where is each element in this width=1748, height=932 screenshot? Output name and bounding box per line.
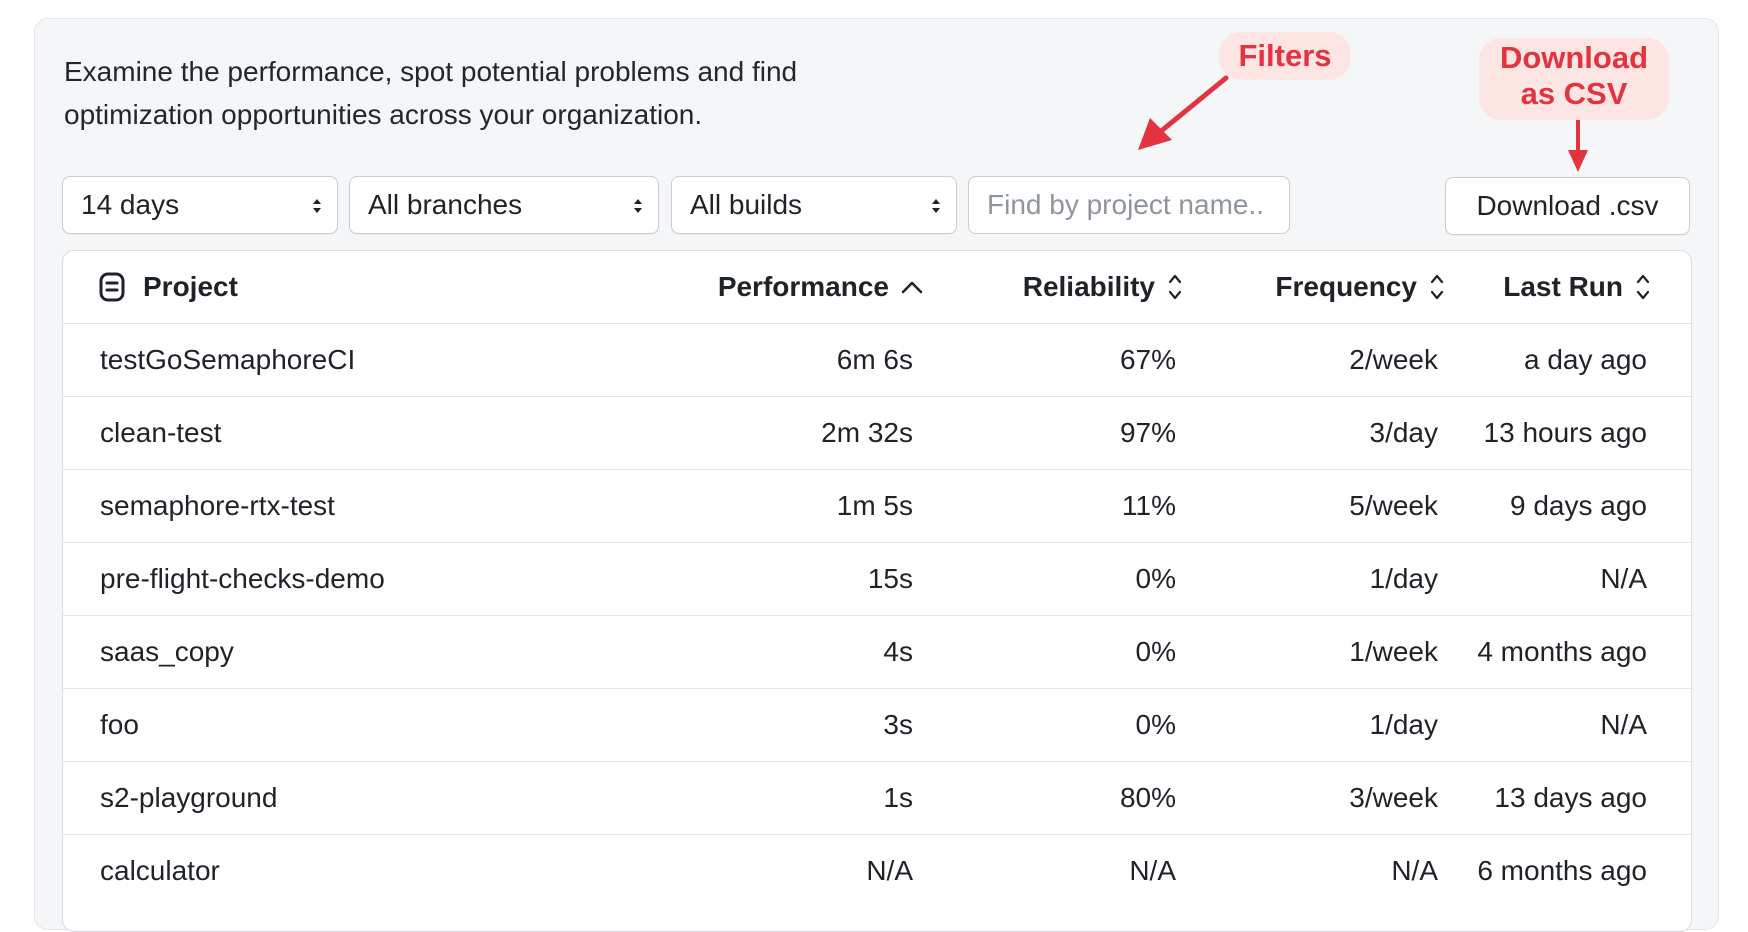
branches-select[interactable]: All branches bbox=[349, 176, 659, 234]
project-list-icon bbox=[99, 272, 125, 302]
performance-cell: 6m 6s bbox=[836, 344, 913, 375]
project-name-cell[interactable]: calculator bbox=[100, 855, 220, 886]
download-csv-callout: Download as CSV bbox=[1479, 38, 1669, 120]
performance-cell: 1m 5s bbox=[836, 490, 913, 521]
column-header-label: Frequency bbox=[1275, 271, 1417, 302]
reliability-cell: 67% bbox=[1119, 344, 1176, 375]
callout-line-1: Download bbox=[1499, 40, 1649, 75]
intro-text: Examine the performance, spot potential … bbox=[64, 50, 864, 136]
period-select[interactable]: 14 days bbox=[62, 176, 338, 234]
last-run-cell: 6 months ago bbox=[1477, 855, 1647, 886]
performance-cell: 2m 32s bbox=[821, 417, 913, 448]
intro-line-2: optimization opportunities across your o… bbox=[64, 99, 703, 130]
sort-both-icon bbox=[1636, 274, 1650, 299]
table-row[interactable]: pre-flight-checks-demo 15s 0% 1/day N/A bbox=[63, 543, 1691, 616]
reliability-cell: 97% bbox=[1119, 417, 1176, 448]
column-header-label: Project bbox=[143, 271, 238, 302]
project-name-cell[interactable]: s2-playground bbox=[100, 782, 278, 813]
select-caret-icon bbox=[313, 199, 321, 213]
projects-table: Project Performance Reliability Frequenc… bbox=[62, 250, 1692, 932]
frequency-cell: 3/day bbox=[1369, 417, 1439, 448]
frequency-cell: 5/week bbox=[1349, 490, 1438, 521]
table-header: Project Performance Reliability Frequenc… bbox=[63, 251, 1691, 324]
column-header-performance[interactable]: Performance bbox=[718, 251, 923, 323]
last-run-cell: 4 months ago bbox=[1477, 636, 1647, 667]
performance-cell: 15s bbox=[867, 563, 913, 594]
last-run-cell: 9 days ago bbox=[1510, 490, 1647, 521]
table-row[interactable]: semaphore-rtx-test 1m 5s 11% 5/week 9 da… bbox=[63, 470, 1691, 543]
column-header-label: Last Run bbox=[1503, 271, 1623, 302]
select-caret-icon bbox=[634, 199, 642, 213]
period-select-value: 14 days bbox=[81, 189, 180, 220]
annotation-arrows bbox=[1138, 75, 1588, 172]
branches-select-value: All branches bbox=[368, 189, 523, 220]
performance-cell: N/A bbox=[866, 855, 913, 886]
reliability-cell: 0% bbox=[1135, 563, 1176, 594]
arrow-head-icon bbox=[1138, 118, 1172, 150]
performance-cell: 1s bbox=[883, 782, 913, 813]
frequency-cell: 3/week bbox=[1349, 782, 1438, 813]
select-caret-icon bbox=[932, 199, 940, 213]
frequency-cell: 2/week bbox=[1349, 344, 1438, 375]
project-name-cell[interactable]: saas_copy bbox=[100, 636, 234, 667]
frequency-cell: N/A bbox=[1391, 855, 1438, 886]
performance-cell: 3s bbox=[883, 709, 913, 740]
table-row[interactable]: calculator N/A N/A N/A 6 months ago bbox=[63, 835, 1691, 907]
builds-select[interactable]: All builds bbox=[671, 176, 957, 234]
column-header-label: Performance bbox=[717, 271, 889, 302]
project-name-cell[interactable]: foo bbox=[100, 709, 139, 740]
column-header-last-run[interactable]: Last Run bbox=[1503, 251, 1651, 323]
table-row[interactable]: saas_copy 4s 0% 1/week 4 months ago bbox=[63, 616, 1691, 689]
frequency-cell: 1/week bbox=[1349, 636, 1438, 667]
reliability-cell: 80% bbox=[1119, 782, 1176, 813]
last-run-cell: 13 hours ago bbox=[1483, 417, 1647, 448]
last-run-cell: N/A bbox=[1600, 563, 1647, 594]
column-header-project[interactable]: Project bbox=[99, 251, 238, 323]
performance-cell: 4s bbox=[883, 636, 913, 667]
last-run-cell: a day ago bbox=[1524, 344, 1647, 375]
table-row[interactable]: testGoSemaphoreCI 6m 6s 67% 2/week a day… bbox=[63, 324, 1691, 397]
arrow-head-icon bbox=[1568, 150, 1588, 172]
project-name-cell[interactable]: semaphore-rtx-test bbox=[100, 490, 335, 521]
sort-both-icon bbox=[1168, 274, 1182, 299]
project-name-cell[interactable]: pre-flight-checks-demo bbox=[100, 563, 385, 594]
frequency-cell: 1/day bbox=[1369, 709, 1439, 740]
project-name-cell[interactable]: clean-test bbox=[100, 417, 222, 448]
project-search-input[interactable] bbox=[968, 176, 1290, 234]
column-header-frequency[interactable]: Frequency bbox=[1275, 251, 1445, 323]
table-row[interactable]: s2-playground 1s 80% 3/week 13 days ago bbox=[63, 762, 1691, 835]
frequency-cell: 1/day bbox=[1369, 563, 1439, 594]
project-name-cell[interactable]: testGoSemaphoreCI bbox=[100, 344, 356, 375]
reliability-cell: 0% bbox=[1135, 636, 1176, 667]
table-row[interactable]: foo 3s 0% 1/day N/A bbox=[63, 689, 1691, 762]
last-run-cell: 13 days ago bbox=[1494, 782, 1647, 813]
reliability-cell: 0% bbox=[1135, 709, 1176, 740]
download-csv-button[interactable]: Download .csv bbox=[1445, 177, 1690, 235]
callout-line-2: as CSV bbox=[1520, 76, 1628, 111]
reliability-cell: 11% bbox=[1122, 490, 1176, 521]
table-row[interactable]: clean-test 2m 32s 97% 3/day 13 hours ago bbox=[63, 397, 1691, 470]
sort-ascending-icon bbox=[901, 281, 923, 293]
sort-both-icon bbox=[1430, 274, 1444, 299]
column-header-label: Reliability bbox=[1022, 271, 1155, 302]
builds-select-value: All builds bbox=[690, 189, 803, 220]
last-run-cell: N/A bbox=[1600, 709, 1647, 740]
intro-line-1: Examine the performance, spot potential … bbox=[64, 56, 798, 87]
column-header-reliability[interactable]: Reliability bbox=[1023, 251, 1183, 323]
reliability-cell: N/A bbox=[1129, 855, 1176, 886]
filters-callout: Filters bbox=[1219, 32, 1351, 80]
